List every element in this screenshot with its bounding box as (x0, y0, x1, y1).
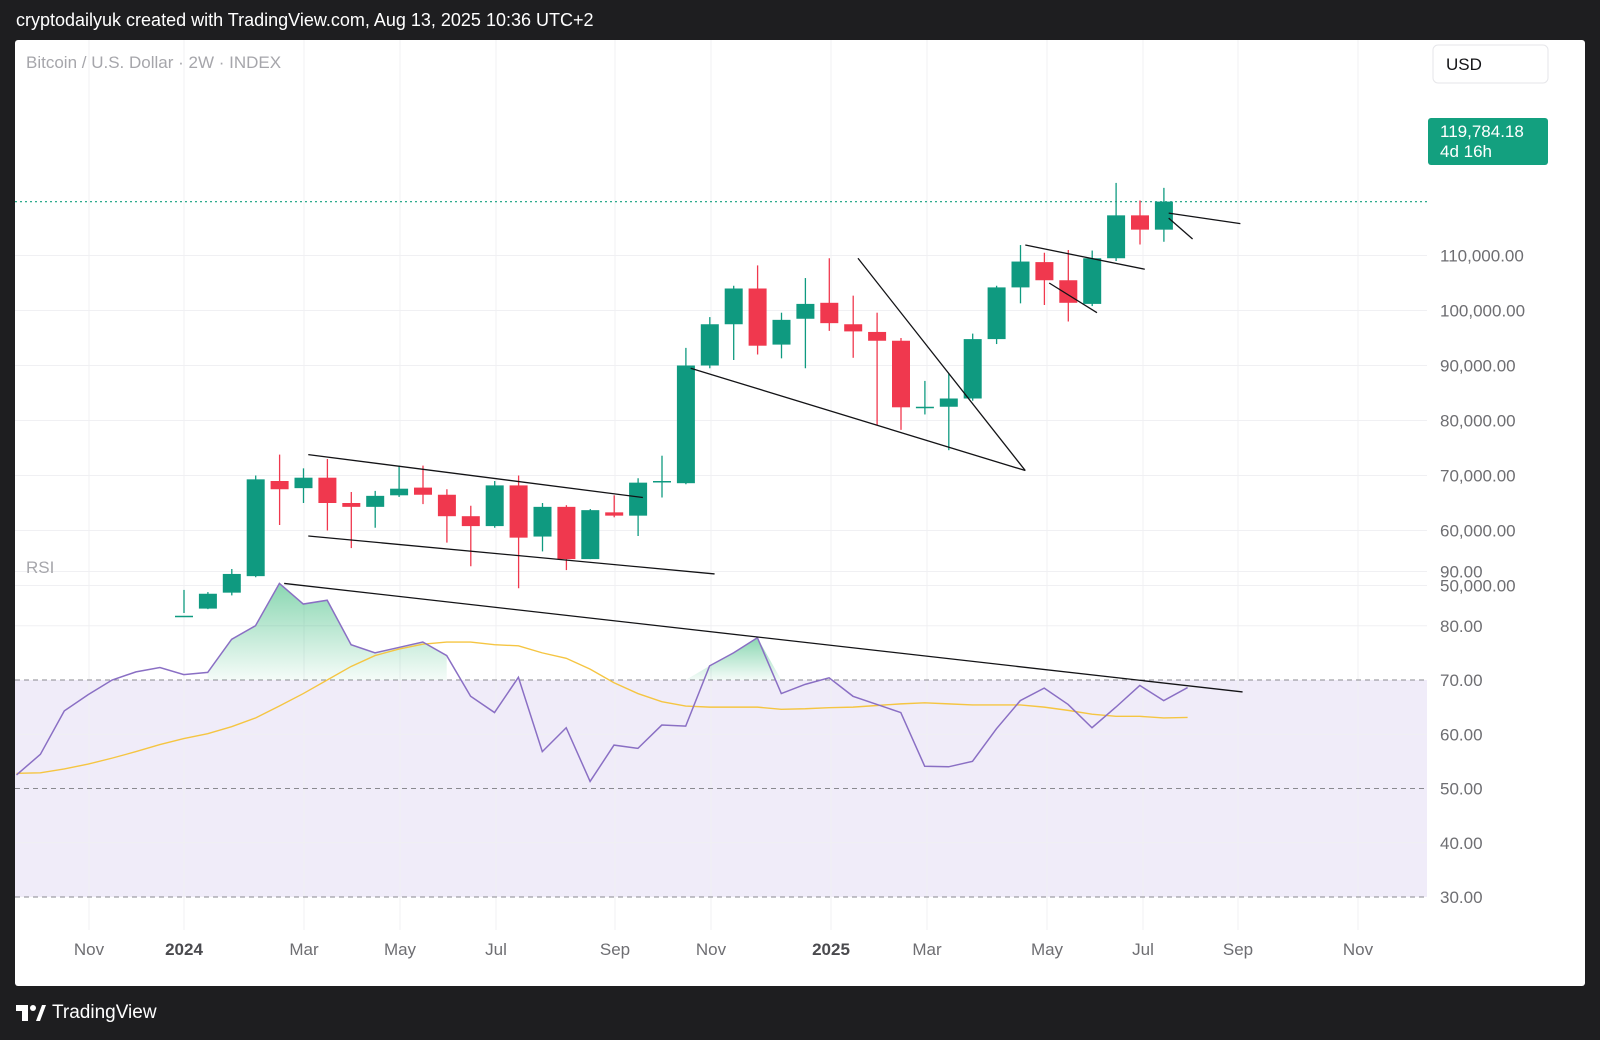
rsi-title: RSI (26, 558, 54, 577)
rsi-overbought-fill (207, 583, 447, 680)
candle-body (676, 365, 695, 484)
candle-body (724, 288, 743, 325)
candle-body (557, 506, 576, 560)
y-tick-label: 110,000.00 (1440, 247, 1524, 266)
candle-body (748, 288, 767, 346)
candle-body (796, 303, 815, 319)
candle-body (175, 615, 193, 618)
x-tick-label: Jul (1132, 940, 1154, 959)
y-tick-label: 90.00 (1440, 563, 1483, 582)
chart-title: Bitcoin / U.S. Dollar · 2W · INDEX (26, 53, 281, 72)
currency-button[interactable] (1432, 44, 1549, 84)
y-tick-label: 60.00 (1440, 725, 1483, 744)
last-price-value: 119,784.18 (1440, 122, 1524, 141)
y-tick-label: 100,000.00 (1440, 302, 1525, 321)
price-trend-line (1025, 244, 1145, 270)
candle-body (605, 512, 624, 516)
y-tick-label: 80,000.00 (1440, 412, 1516, 431)
chart-credit-header: cryptodailyuk created with TradingView.c… (16, 10, 594, 30)
candle-body (987, 287, 1006, 340)
x-tick-label: Mar (912, 940, 942, 959)
candle-body (844, 324, 863, 332)
candle-body (366, 495, 385, 507)
candle-body (1154, 201, 1173, 230)
x-tick-label: May (1031, 940, 1064, 959)
candle-body (270, 481, 289, 490)
candle-body (390, 488, 409, 496)
candle-body (198, 593, 217, 609)
price-trend-line (1048, 282, 1098, 314)
candle-body (533, 506, 552, 537)
candle-body (581, 510, 600, 560)
price-trend-line (857, 257, 1026, 471)
x-tick-label: May (384, 940, 417, 959)
currency-button-label[interactable]: USD (1446, 55, 1482, 74)
price-trend-line (308, 535, 715, 575)
candle-body (437, 494, 456, 517)
candle-body (892, 340, 910, 408)
candle-body (772, 319, 791, 345)
candle-body (485, 485, 504, 527)
price-trend-line (1168, 212, 1241, 225)
y-tick-label: 40.00 (1440, 834, 1483, 853)
footer-branding: TradingView (16, 1002, 157, 1024)
y-tick-label: 60,000.00 (1440, 522, 1516, 541)
candle-body (1083, 258, 1102, 304)
candle-body (1035, 262, 1054, 281)
candle-body (629, 482, 648, 516)
candle-body (222, 573, 241, 593)
rsi-trend-line (284, 582, 1243, 693)
y-tick-label: 70,000.00 (1440, 467, 1516, 486)
candle-body (342, 503, 361, 507)
candle-body (963, 339, 982, 399)
tradingview-logo-icon (16, 1005, 46, 1021)
last-price-label-box (1428, 118, 1548, 165)
candle-body (1107, 215, 1126, 259)
y-tick-label: 30.00 (1440, 888, 1483, 907)
x-tick-label: Nov (74, 940, 105, 959)
rsi-line (16, 582, 1188, 784)
candle-body (509, 485, 528, 538)
candle-body (461, 516, 480, 527)
candle-body (1131, 215, 1149, 230)
price-trend-line (308, 453, 643, 499)
x-tick-label: Sep (1223, 940, 1253, 959)
x-tick-label: Nov (1343, 940, 1374, 959)
candle-body (939, 398, 958, 407)
candle-body (653, 481, 671, 483)
footer-brand-text: TradingView (52, 1002, 157, 1023)
x-tick-label: 2025 (812, 940, 850, 959)
candle-body (820, 302, 839, 324)
y-tick-label: 80.00 (1440, 617, 1483, 636)
candle-body (915, 406, 934, 409)
price-trend-line (690, 367, 1026, 472)
candle-body (414, 487, 432, 495)
candle-body (318, 477, 337, 503)
chart-canvas[interactable]: Nov 2024 Mar May Jul Sep Nov 2025 Mar May Jul Sep No… (15, 40, 1585, 986)
rsi-ma-line (16, 641, 1188, 775)
x-tick-label: Jul (485, 940, 507, 959)
x-tick-label: Sep (600, 940, 630, 959)
y-tick-label: 90,000.00 (1440, 357, 1516, 376)
x-tick-label: Nov (696, 940, 727, 959)
rsi-overbought-fill (685, 637, 782, 680)
last-price-countdown: 4d 16h (1440, 142, 1492, 161)
y-tick-label: 70.00 (1440, 671, 1483, 690)
x-tick-label: 2024 (165, 940, 203, 959)
price-trend-line (1168, 217, 1194, 240)
candle-body (246, 479, 265, 577)
candle-body (700, 324, 719, 366)
y-tick-label: 50.00 (1440, 780, 1483, 799)
x-tick-label: Mar (289, 940, 319, 959)
y-tick-label: 50,000.00 (1440, 577, 1516, 596)
chart-panel[interactable]: Nov 2024 Mar May Jul Sep Nov 2025 Mar May Jul Sep No… (15, 40, 1585, 986)
candle-body (1011, 261, 1030, 288)
candle-body (294, 477, 313, 489)
candle-body (868, 331, 887, 341)
